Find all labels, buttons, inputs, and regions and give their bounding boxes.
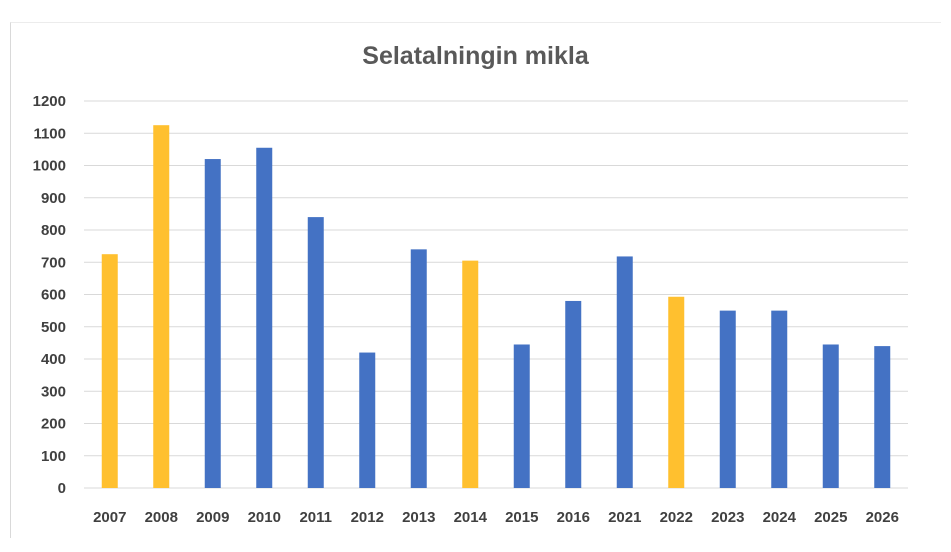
- bar-2024: [771, 310, 788, 488]
- x-tick-label: 2016: [557, 509, 590, 526]
- x-tick-label: 2007: [93, 509, 126, 526]
- x-tick-label: 2021: [608, 509, 641, 526]
- x-tick-label: 2025: [814, 509, 847, 526]
- bar-2009: [204, 159, 221, 489]
- bar-2011: [307, 217, 324, 488]
- y-tick-label: 0: [58, 480, 66, 497]
- x-tick-label: 2008: [145, 509, 178, 526]
- y-tick-label: 600: [41, 287, 66, 304]
- y-tick-label: 100: [41, 448, 66, 465]
- bar-2012: [359, 352, 376, 488]
- chart-title: Selatalningin mikla: [362, 42, 589, 70]
- bar-2025: [822, 344, 839, 488]
- y-tick-label: 1100: [33, 125, 66, 142]
- x-tick-label: 2015: [505, 509, 538, 526]
- bar-2014: [462, 260, 479, 488]
- bar-2008: [153, 125, 170, 488]
- x-tick-label: 2011: [299, 509, 332, 526]
- x-tick-label: 2013: [402, 509, 435, 526]
- bar-2022: [668, 296, 685, 488]
- y-tick-label: 300: [41, 383, 66, 400]
- x-tick-label: 2014: [454, 509, 488, 526]
- bar-2026: [874, 346, 891, 488]
- x-tick-label: 2026: [866, 509, 899, 526]
- bar-2007: [101, 254, 118, 488]
- y-tick-label: 700: [41, 254, 66, 271]
- y-tick-label: 800: [41, 222, 66, 239]
- x-tick-label: 2023: [711, 509, 744, 526]
- bar-2021: [616, 256, 633, 488]
- x-tick-label: 2010: [248, 509, 281, 526]
- bar-2023: [719, 310, 736, 488]
- y-tick-label: 1000: [33, 158, 66, 175]
- x-tick-label: 2024: [763, 509, 797, 526]
- y-tick-label: 400: [41, 351, 66, 368]
- bar-2013: [410, 249, 427, 488]
- bar-2015: [513, 344, 530, 488]
- y-tick-label: 200: [41, 416, 66, 433]
- y-tick-label: 900: [41, 190, 66, 207]
- x-tick-label: 2022: [660, 509, 693, 526]
- bar-2016: [565, 300, 582, 488]
- bar-2010: [256, 147, 273, 488]
- x-tick-label: 2012: [351, 509, 384, 526]
- y-tick-label: 500: [41, 319, 66, 336]
- x-tick-label: 2009: [196, 509, 229, 526]
- y-tick-label: 1200: [33, 93, 66, 110]
